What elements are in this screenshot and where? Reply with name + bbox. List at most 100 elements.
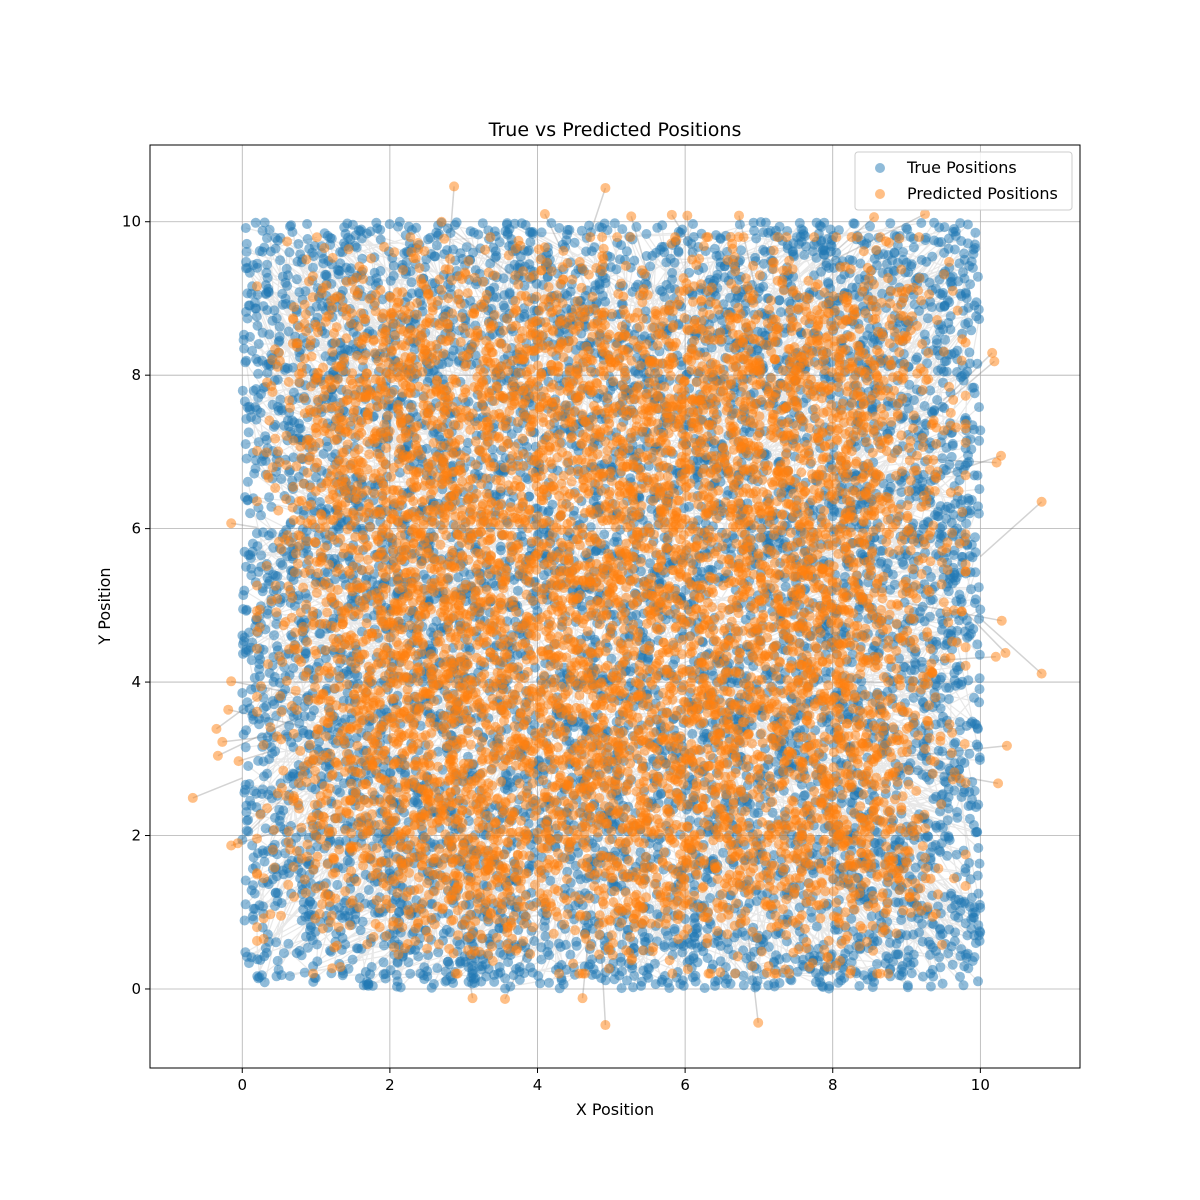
true-point <box>969 300 980 311</box>
true-point <box>274 815 285 826</box>
true-point <box>628 982 639 993</box>
true-point <box>799 250 810 260</box>
true-point <box>468 227 479 238</box>
true-point <box>271 313 282 324</box>
true-point <box>565 949 576 960</box>
true-point <box>932 395 943 405</box>
true-point <box>297 725 308 736</box>
true-point <box>955 971 965 982</box>
chart-title: True vs Predicted Positions <box>488 119 742 141</box>
outlier-connecting-line <box>192 777 243 799</box>
true-point <box>269 630 280 641</box>
true-point <box>820 666 831 677</box>
true-point <box>355 925 366 936</box>
true-point <box>308 262 318 273</box>
true-point <box>925 981 936 992</box>
true-point <box>395 982 406 993</box>
true-point <box>974 673 985 684</box>
true-point <box>253 368 264 379</box>
true-point <box>962 219 973 230</box>
true-point <box>237 688 248 698</box>
true-point <box>357 916 368 927</box>
true-point <box>908 692 919 703</box>
true-point <box>248 852 259 863</box>
true-point <box>243 761 254 771</box>
true-point <box>678 980 689 991</box>
true-point <box>967 382 978 393</box>
true-point <box>571 936 582 947</box>
true-point <box>314 497 325 507</box>
true-point <box>910 862 921 873</box>
true-point <box>406 277 417 288</box>
true-point <box>952 807 963 817</box>
true-point <box>806 912 817 923</box>
true-point <box>974 402 984 413</box>
true-point <box>744 427 755 438</box>
true-point <box>285 971 295 982</box>
true-point <box>748 217 759 228</box>
true-point <box>275 255 286 266</box>
true-point <box>363 885 374 895</box>
true-point <box>500 983 511 994</box>
true-point <box>885 218 896 229</box>
true-point <box>379 940 389 951</box>
true-point <box>284 247 295 258</box>
true-point <box>922 313 933 324</box>
outlier-connecting-line <box>979 618 1043 675</box>
outlier-connecting-line <box>979 501 1043 558</box>
true-point <box>969 470 980 481</box>
true-point <box>509 218 520 229</box>
true-point <box>964 347 975 358</box>
true-point <box>256 788 267 799</box>
true-point <box>536 227 547 238</box>
true-point <box>906 968 917 979</box>
true-point <box>246 563 257 574</box>
true-point <box>258 527 269 538</box>
true-point <box>544 950 555 961</box>
true-point <box>621 246 632 257</box>
true-point <box>254 659 265 670</box>
outlier-connecting-line <box>238 750 271 762</box>
true-point <box>636 980 646 991</box>
true-point <box>937 978 948 989</box>
true-point <box>304 243 315 254</box>
true-point <box>259 856 270 867</box>
true-point <box>941 682 952 693</box>
true-point <box>902 982 913 993</box>
true-point <box>353 943 364 954</box>
true-point <box>641 229 652 239</box>
true-point <box>308 705 319 716</box>
true-point <box>939 356 950 367</box>
true-point <box>688 219 698 229</box>
true-point <box>378 957 389 968</box>
true-point <box>251 311 262 322</box>
true-point <box>384 219 395 230</box>
true-point <box>394 216 405 227</box>
true-point <box>332 879 343 890</box>
true-point <box>247 538 258 549</box>
true-point <box>854 981 865 991</box>
true-point <box>942 815 953 826</box>
true-point <box>969 785 980 796</box>
true-point <box>914 927 925 938</box>
true-point <box>645 261 656 272</box>
true-point <box>312 956 323 967</box>
true-point <box>823 277 833 288</box>
true-point <box>943 694 954 704</box>
true-point <box>302 234 313 244</box>
true-point <box>645 558 655 569</box>
true-point <box>544 977 554 988</box>
true-point <box>855 258 866 269</box>
true-point <box>641 251 652 261</box>
true-point <box>240 223 251 233</box>
true-point <box>545 875 556 886</box>
true-point <box>611 264 622 275</box>
true-point <box>973 843 984 853</box>
true-point <box>242 288 253 299</box>
true-point <box>958 267 968 278</box>
true-point <box>430 251 441 262</box>
true-point <box>758 245 769 255</box>
true-point <box>631 609 642 620</box>
true-point <box>974 435 985 446</box>
